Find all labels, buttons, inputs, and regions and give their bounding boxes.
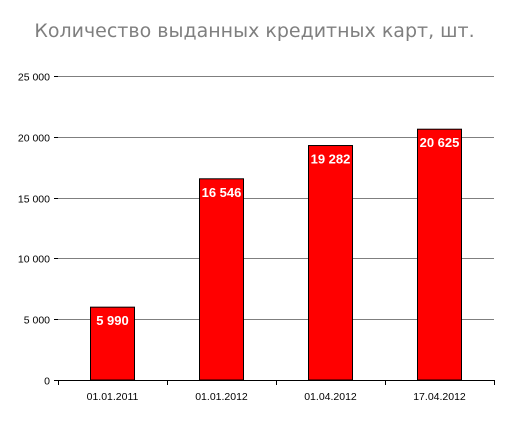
chart-title: Количество выданных кредитных карт, шт. — [34, 20, 475, 42]
x-tick-label: 01.01.2012 — [195, 391, 248, 403]
data-label: 19 282 — [311, 152, 351, 167]
y-axis-ticks: 0 5 000 10 000 15 000 20 000 25 000 — [18, 72, 58, 388]
bar — [417, 128, 462, 381]
x-tick-label: 17.04.2012 — [413, 391, 466, 403]
y-tick-label: 5 000 — [24, 315, 50, 327]
y-tick-label: 15 000 — [18, 194, 50, 206]
data-label: 20 625 — [420, 135, 460, 150]
data-label: 16 546 — [202, 185, 242, 200]
bars — [90, 128, 462, 381]
bar — [199, 178, 244, 381]
bar — [90, 306, 135, 381]
bar — [308, 145, 353, 381]
y-tick-label: 20 000 — [18, 133, 50, 145]
y-tick-label: 10 000 — [18, 254, 50, 266]
y-tick-label: 0 — [44, 376, 50, 388]
x-tick-label: 01.04.2012 — [304, 391, 357, 403]
data-label: 5 990 — [96, 313, 129, 328]
x-tick-label: 01.01.2011 — [87, 391, 139, 403]
y-tick-label: 25 000 — [18, 72, 50, 84]
x-axis-ticks: 01.01.2011 01.01.2012 01.04.2012 17.04.2012 — [58, 380, 495, 403]
data-labels: 5 990 16 546 19 282 20 625 — [96, 135, 459, 328]
